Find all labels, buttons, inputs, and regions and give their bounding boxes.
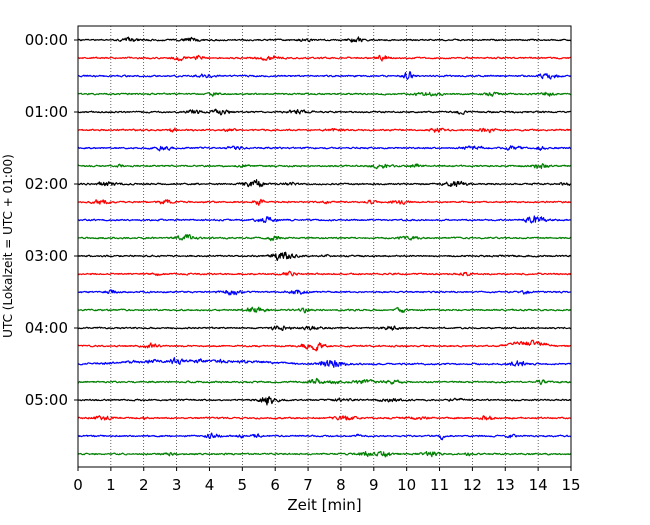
x-tick-label-5: 5 bbox=[238, 476, 248, 494]
x-tick-label-4: 4 bbox=[205, 476, 215, 494]
trace-0230 bbox=[77, 215, 572, 224]
plot-frame bbox=[77, 25, 572, 468]
x-tick-label-8: 8 bbox=[336, 476, 346, 494]
x-axis-ticks: 0 1 2 3 4 5 6 7 8 9 10 11 12 13 14 15 bbox=[73, 467, 581, 494]
x-tick-label-14: 14 bbox=[529, 476, 548, 494]
x-axis-label: Zeit [min] bbox=[287, 496, 361, 514]
trace-0330 bbox=[77, 289, 572, 296]
trace-0245 bbox=[77, 233, 572, 242]
trace-0030 bbox=[77, 70, 572, 80]
x-tick-label-3: 3 bbox=[172, 476, 182, 494]
trace-0130 bbox=[77, 145, 572, 152]
y-tick-label-03:00: 03:00 bbox=[25, 247, 68, 265]
x-tick-label-15: 15 bbox=[561, 476, 580, 494]
trace-0145 bbox=[77, 163, 572, 170]
y-axis-ticks: 00:00 01:00 02:00 03:00 04:00 05:00 bbox=[25, 31, 78, 409]
trace-0345 bbox=[77, 306, 572, 314]
x-tick-label-11: 11 bbox=[430, 476, 449, 494]
trace-0400 bbox=[77, 325, 572, 332]
trace-0200 bbox=[77, 179, 572, 188]
trace-0115 bbox=[77, 127, 572, 134]
y-axis-label: UTC (Lokalzeit = UTC + 01:00) bbox=[1, 154, 15, 338]
y-tick-label-02:00: 02:00 bbox=[25, 175, 68, 193]
trace-0045 bbox=[77, 91, 572, 97]
x-tick-label-2: 2 bbox=[139, 476, 149, 494]
trace-0015 bbox=[77, 54, 572, 62]
seismogram-traces bbox=[77, 36, 572, 458]
y-tick-label-05:00: 05:00 bbox=[25, 391, 68, 409]
x-tick-label-0: 0 bbox=[73, 476, 83, 494]
trace-0445 bbox=[77, 377, 572, 386]
x-tick-label-13: 13 bbox=[496, 476, 515, 494]
y-tick-label-04:00: 04:00 bbox=[25, 319, 68, 337]
trace-0500 bbox=[77, 396, 572, 406]
trace-0430 bbox=[77, 357, 572, 368]
trace-0215 bbox=[77, 198, 572, 206]
trace-0530 bbox=[77, 432, 572, 441]
trace-0545 bbox=[77, 450, 572, 458]
x-tick-label-6: 6 bbox=[270, 476, 280, 494]
trace-0300 bbox=[77, 251, 572, 262]
trace-0415 bbox=[77, 339, 572, 352]
x-tick-label-12: 12 bbox=[463, 476, 482, 494]
x-tick-label-10: 10 bbox=[397, 476, 416, 494]
y-tick-label-01:00: 01:00 bbox=[25, 103, 68, 121]
x-tick-label-9: 9 bbox=[369, 476, 379, 494]
trace-0515 bbox=[77, 415, 572, 421]
trace-0100 bbox=[77, 108, 572, 116]
y-tick-label-00:00: 00:00 bbox=[25, 31, 68, 49]
trace-0000 bbox=[77, 36, 572, 43]
x-tick-label-7: 7 bbox=[303, 476, 313, 494]
x-tick-label-1: 1 bbox=[106, 476, 116, 494]
trace-0315 bbox=[77, 270, 572, 277]
